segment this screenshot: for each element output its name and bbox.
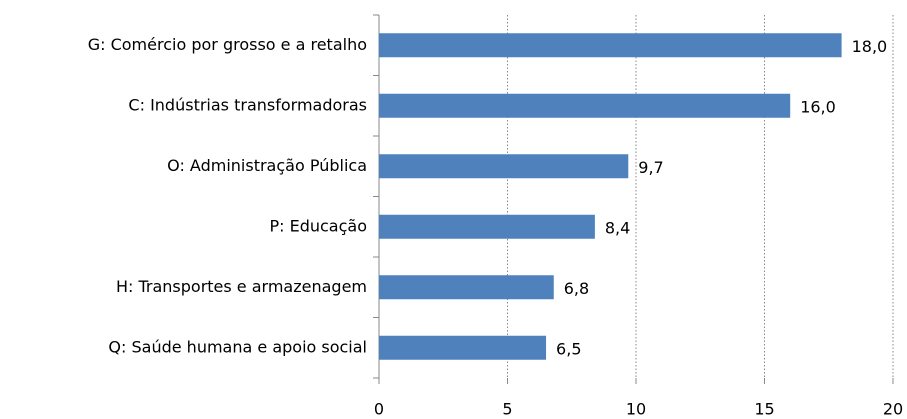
y-tick-label: C: Indústrias transformadoras — [128, 95, 367, 114]
bar — [379, 335, 547, 360]
bar — [379, 154, 629, 179]
y-tick-label: G: Comércio por grosso e a retalho — [88, 35, 367, 54]
bar — [379, 214, 595, 239]
x-tick-label: 0 — [374, 400, 384, 419]
value-label: 8,4 — [605, 218, 630, 237]
value-label: 9,7 — [638, 158, 663, 177]
bar — [379, 275, 554, 300]
value-label: 18,0 — [852, 37, 888, 56]
bar — [379, 93, 791, 118]
y-tick-label: P: Educação — [269, 216, 367, 235]
x-tick-label: 20 — [883, 400, 903, 419]
y-tick-label: H: Transportes e armazenagem — [116, 277, 367, 296]
x-tick-label: 15 — [754, 400, 774, 419]
x-tick-label: 10 — [626, 400, 646, 419]
x-tick-label: 5 — [502, 400, 512, 419]
bar — [379, 33, 842, 58]
value-label: 6,5 — [556, 339, 581, 358]
y-tick-label: O: Administração Pública — [167, 156, 367, 175]
y-tick-label: Q: Saúde humana e apoio social — [108, 337, 367, 356]
value-label: 6,8 — [564, 279, 589, 298]
value-label: 16,0 — [800, 97, 836, 116]
